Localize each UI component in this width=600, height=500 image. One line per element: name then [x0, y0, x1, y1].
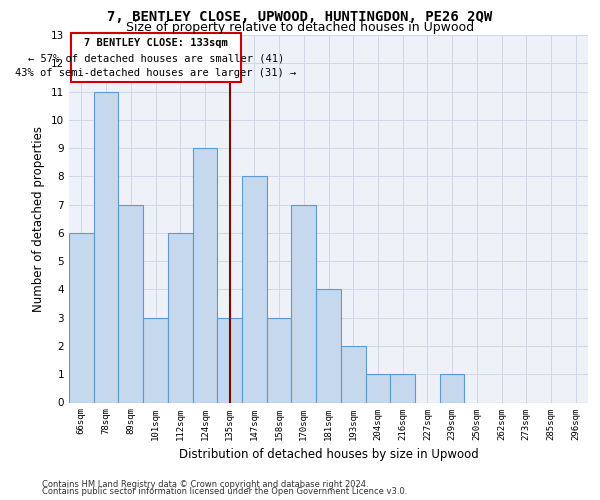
Text: ← 57% of detached houses are smaller (41): ← 57% of detached houses are smaller (41…	[28, 53, 284, 63]
Bar	[71, 32, 241, 82]
Bar	[69, 233, 94, 402]
Text: Contains public sector information licensed under the Open Government Licence v3: Contains public sector information licen…	[42, 487, 407, 496]
Text: Contains HM Land Registry data © Crown copyright and database right 2024.: Contains HM Land Registry data © Crown c…	[42, 480, 368, 489]
Bar	[118, 204, 143, 402]
Text: 43% of semi-detached houses are larger (31) →: 43% of semi-detached houses are larger (…	[16, 68, 297, 78]
Bar	[168, 233, 193, 402]
Text: Size of property relative to detached houses in Upwood: Size of property relative to detached ho…	[126, 21, 474, 34]
Bar	[242, 176, 267, 402]
Text: 7, BENTLEY CLOSE, UPWOOD, HUNTINGDON, PE26 2QW: 7, BENTLEY CLOSE, UPWOOD, HUNTINGDON, PE…	[107, 10, 493, 24]
Bar	[365, 374, 390, 402]
Bar	[440, 374, 464, 402]
Bar	[341, 346, 365, 403]
Bar	[94, 92, 118, 403]
Bar	[292, 204, 316, 402]
Bar	[217, 318, 242, 402]
Bar	[143, 318, 168, 402]
Bar	[390, 374, 415, 402]
Text: 7 BENTLEY CLOSE: 133sqm: 7 BENTLEY CLOSE: 133sqm	[84, 38, 228, 48]
Bar	[193, 148, 217, 403]
Bar	[316, 290, 341, 403]
Y-axis label: Number of detached properties: Number of detached properties	[32, 126, 46, 312]
X-axis label: Distribution of detached houses by size in Upwood: Distribution of detached houses by size …	[179, 448, 478, 461]
Bar	[267, 318, 292, 402]
